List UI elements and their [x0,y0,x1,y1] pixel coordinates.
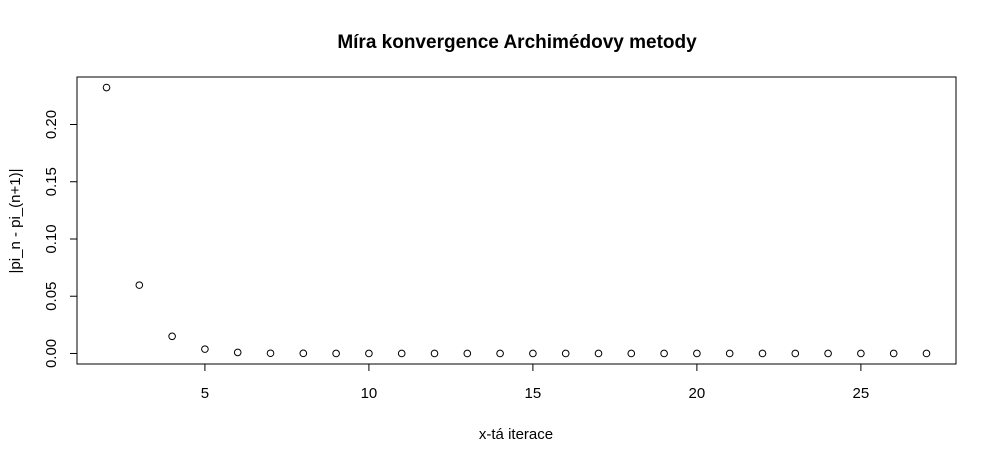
data-point [791,349,800,358]
data-point [430,349,439,358]
y-tick-label: 0.00 [43,339,60,368]
y-axis-label: |pi_n - pi_(n+1)| [7,169,24,274]
data-point [135,281,144,289]
y-tick-label: 0.15 [43,167,60,196]
data-point [824,349,832,358]
x-tick-label: 5 [201,385,209,402]
data-point [922,349,931,358]
data-point [233,348,242,357]
x-tick-label: 10 [361,385,378,402]
y-tick-label: 0.10 [43,224,60,253]
chart-title: Míra konvergence Archimédovy metody [337,32,697,53]
data-point [725,349,734,358]
data-point [266,349,275,358]
x-tick-label: 20 [689,385,706,402]
x-axis: 5 10 15 20 25 [201,363,870,402]
y-tick-label: 0.05 [43,282,60,311]
data-point [627,349,636,358]
data-point [529,349,537,358]
data-point [857,349,865,358]
data-point [693,349,701,358]
data-points [102,83,931,358]
x-tick-label: 25 [853,385,870,402]
data-point [299,349,308,358]
data-point [201,345,209,353]
data-point [496,349,504,358]
data-point [889,349,898,358]
data-point [365,349,373,358]
y-tick-label: 0.20 [43,110,60,139]
data-point [463,349,472,358]
data-point [168,332,176,341]
data-point [660,349,668,358]
x-axis-label: x-tá iterace [479,426,553,443]
data-point [332,349,340,358]
data-point [758,349,767,358]
y-axis: 0.00 0.05 0.10 0.15 0.20 [43,110,78,368]
data-point [102,83,111,92]
data-point [397,349,406,358]
data-point [594,349,603,358]
x-tick-label: 15 [525,385,542,402]
data-point [561,349,570,358]
